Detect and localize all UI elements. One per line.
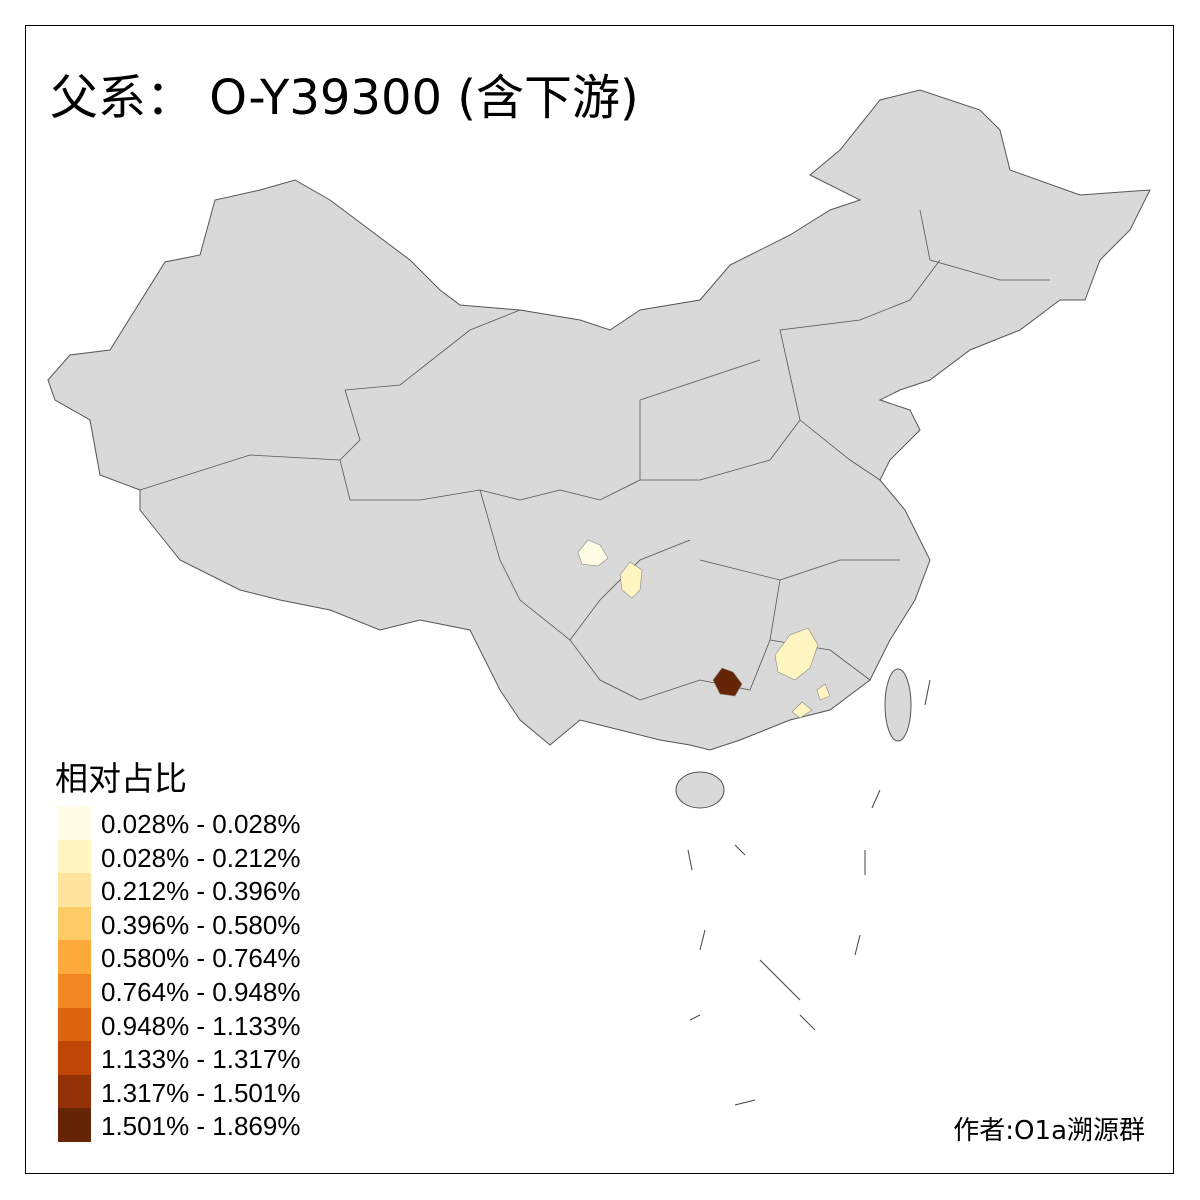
legend-item: 1.317% - 1.501%	[58, 1074, 378, 1109]
map-frame	[25, 25, 1174, 1174]
legend-item: 0.396% - 0.580%	[58, 906, 378, 941]
legend-label: 0.764% - 0.948%	[101, 977, 301, 1007]
region-guangdong-b	[816, 683, 831, 701]
legend-swatch	[58, 906, 91, 941]
legend-title: 相对占比	[55, 759, 187, 798]
region-jiangxi-south	[774, 627, 819, 681]
legend-item: 0.028% - 0.212%	[58, 839, 378, 874]
legend-label: 1.501% - 1.869%	[101, 1111, 301, 1142]
legend-label: 0.212% - 0.396%	[101, 876, 301, 907]
legend-label: 0.028% - 0.028%	[101, 809, 301, 839]
legend-swatch	[58, 839, 91, 874]
china-landmass	[47, 89, 1151, 751]
legend-label: 0.028% - 0.212%	[101, 842, 301, 873]
legend-swatch	[58, 806, 91, 840]
legend-label: 0.948% - 1.133%	[101, 1010, 301, 1041]
taiwan-island	[884, 668, 912, 742]
legend-swatch	[58, 1108, 91, 1143]
legend-item: 0.212% - 0.396%	[58, 873, 378, 908]
highlighted-regions	[577, 539, 831, 719]
hainan-island	[675, 771, 725, 809]
legend-label: 1.317% - 1.501%	[101, 1077, 301, 1108]
legend-swatch	[58, 1007, 91, 1042]
region-chongqing	[619, 561, 643, 599]
region-sichuan-chengdu	[577, 539, 609, 567]
map-title: 父系： O-Y39300 (含下游)	[50, 70, 639, 126]
legend-item: 0.948% - 1.133%	[58, 1007, 378, 1042]
legend-label: 0.580% - 0.764%	[101, 943, 301, 974]
author-credit: 作者:O1a溯源群	[953, 1116, 1145, 1146]
legend-swatch	[58, 974, 91, 1008]
region-guangdong-a	[791, 701, 813, 719]
legend-item: 0.028% - 0.028%	[58, 806, 378, 840]
legend-swatch	[58, 1041, 91, 1076]
legend-item: 0.764% - 0.948%	[58, 974, 378, 1008]
province-borders	[139, 209, 1050, 701]
legend-item: 0.580% - 0.764%	[58, 940, 378, 975]
legend-label: 1.133% - 1.317%	[101, 1044, 301, 1075]
legend-swatch	[58, 873, 91, 908]
legend-swatch	[58, 1074, 91, 1109]
legend-item: 1.501% - 1.869%	[58, 1108, 378, 1143]
legend-label: 0.396% - 0.580%	[101, 909, 301, 940]
legend-swatch	[58, 940, 91, 975]
south-sea-islands	[687, 679, 931, 1106]
region-guangxi-dark	[712, 667, 743, 697]
legend-item: 1.133% - 1.317%	[58, 1041, 378, 1076]
